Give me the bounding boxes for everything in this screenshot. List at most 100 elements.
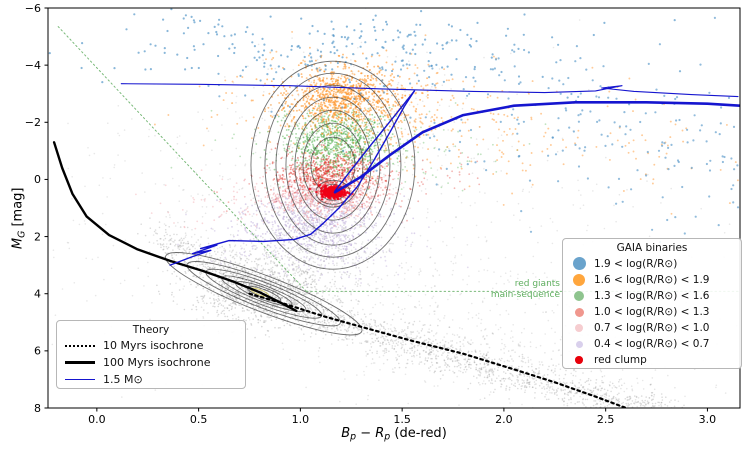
legend-gaia-binaries: GAIA binaries 1.9 < log(R/R⊙) 1.6 < log(R…: [562, 238, 742, 369]
legend-size-dot-icon: [573, 274, 585, 286]
axis-label-segment: −: [356, 426, 376, 441]
legend-theory-label: 100 Myrs isochrone: [103, 356, 211, 369]
y-axis-label: MG [mag]: [11, 173, 28, 263]
y-tick-label: −2: [25, 116, 41, 129]
axis-label-segment: R: [375, 426, 385, 441]
giant-column-contours: [302, 122, 364, 208]
legend-gaia-item-6: red clump: [563, 352, 741, 368]
legend-gaia-label: 1.3 < log(R/R⊙) < 1.6: [594, 290, 710, 302]
annotation-main-sequence: main-sequence: [490, 290, 560, 300]
scatter-bin-1p6-1p9-spread: [202, 57, 739, 206]
x-tick-label: 2.0: [495, 413, 513, 426]
scatter-bin-1p6-1p9-right: [405, 110, 737, 215]
legend-dot-wrap: [571, 257, 587, 270]
legend-gaia-item-0: 1.9 < log(R/R⊙): [563, 255, 741, 272]
legend-size-dot-icon: [572, 257, 586, 270]
axes-spines: [47, 7, 741, 409]
x-tick-label: 1.5: [393, 413, 411, 426]
line-track-clump-agb: [333, 101, 740, 194]
main-sequence-contours: [186, 261, 341, 327]
giant-column-contours: [285, 96, 381, 234]
y-tick-label: 4: [34, 288, 41, 301]
x-tick-label: 0.0: [88, 413, 106, 426]
separator-annotation: red giants main-sequence: [420, 279, 560, 301]
legend-gaia-item-5: 0.4 < log(R/R⊙) < 0.7: [563, 336, 741, 352]
axis-label-segment: p: [384, 431, 391, 443]
axis-ticks: 0.0 0.5 1.0 1.5 2.0 2.5 3.0 −6 −4 −2 0 2 4 6 8: [25, 2, 716, 426]
scatter-bin-gt-1p9-upper: [144, 10, 682, 79]
x-tick-label: 0.5: [190, 413, 208, 426]
x-tick-label: 1.0: [292, 413, 310, 426]
x-tick-label: 2.5: [597, 413, 615, 426]
giant-column-contours: [250, 60, 416, 270]
line-isochrone-100myr: [52, 141, 298, 313]
y-tick-label: 2: [34, 230, 41, 243]
legend-theory-item-2: 1.5 M⊙: [57, 371, 245, 388]
axis-label-segment: M: [10, 237, 26, 250]
scatter-upper-giant-gray: [107, 34, 549, 200]
y-tick-label: −4: [25, 59, 41, 72]
scatter-bin-1p0-1p3-core: [261, 135, 401, 209]
legend-theory-item-0: 10 Myrs isochrone: [57, 337, 245, 354]
legend-dot-wrap: [571, 274, 587, 286]
legend-line-sample-dotted: [65, 344, 95, 347]
legend-gaia-label: 0.4 < log(R/R⊙) < 0.7: [594, 338, 710, 350]
legend-line-sample-blue: [65, 379, 95, 380]
legend-gaia-items: 1.9 < log(R/R⊙) 1.6 < log(R/R⊙) < 1.9 1.3 …: [563, 255, 741, 368]
legend-size-dot-icon: [575, 340, 583, 348]
legend-gaia-label: 1.0 < log(R/R⊙) < 1.3: [594, 306, 710, 318]
giant-column-contours: [264, 72, 402, 258]
line-track-tip-to-clump: [334, 90, 416, 192]
legend-theory-item-1: 100 Myrs isochrone: [57, 354, 245, 371]
scatter-red-clump: [308, 183, 354, 201]
legend-dot-wrap: [571, 340, 587, 348]
y-tick-label: 8: [34, 402, 41, 415]
scatter-bin-gt-1p9-far-right: [598, 85, 740, 244]
scatter-bin-gt-1p9-mid: [207, 28, 632, 131]
legend-size-dot-icon: [575, 356, 583, 364]
legend-theory: Theory 10 Myrs isochrone 100 Myrs isochro…: [56, 320, 246, 389]
line-isochrone-10myr: [248, 292, 629, 408]
axis-label-segment: B: [341, 426, 351, 441]
legend-dot-wrap: [571, 290, 587, 302]
legend-line-sample-solid: [65, 361, 95, 364]
axis-label-segment: [mag]: [10, 187, 26, 231]
legend-size-dot-icon: [573, 290, 585, 302]
legend-gaia-label: 0.7 < log(R/R⊙) < 1.0: [594, 322, 710, 334]
annotation-red-giants: red giants: [514, 279, 560, 289]
legend-gaia-label: 1.6 < log(R/R⊙) < 1.9: [594, 274, 710, 286]
legend-dot-wrap: [571, 356, 587, 364]
scatter-bin-0p4-0p7-tail: [177, 198, 469, 301]
legend-gaia-title: GAIA binaries: [616, 242, 688, 254]
legend-dot-wrap: [571, 324, 587, 332]
scatter-bin-gt-1p9-top: [48, 8, 676, 100]
legend-gaia-item-4: 0.7 < log(R/R⊙) < 1.0: [563, 320, 741, 336]
y-tick-label: 0: [34, 173, 41, 186]
legend-theory-label: 10 Myrs isochrone: [103, 339, 204, 352]
legend-theory-title: Theory: [132, 324, 170, 336]
legend-gaia-label: red clump: [594, 354, 647, 366]
legend-gaia-item-1: 1.6 < log(R/R⊙) < 1.9: [563, 272, 741, 288]
legend-size-dot-icon: [575, 324, 583, 332]
line-separator-diagonal: [57, 26, 307, 292]
scatter-binary-sequence-band: [169, 216, 680, 408]
y-tick-label: 6: [34, 345, 41, 358]
legend-gaia-item-3: 1.0 < log(R/R⊙) < 1.3: [563, 304, 741, 320]
axis-label-segment: G: [16, 230, 28, 238]
line-track-blue-loop-top: [120, 83, 739, 98]
giant-column-contours: [275, 84, 391, 246]
x-tick-label: 3.0: [699, 413, 717, 426]
scatter-bin-gt-1p9-right: [281, 16, 739, 233]
main-sequence-contours: [165, 252, 363, 336]
legend-dot-wrap: [571, 307, 587, 317]
axis-label-segment: p: [350, 431, 357, 443]
legend-theory-items: 10 Myrs isochrone 100 Myrs isochrone 1.5 M…: [57, 337, 245, 388]
axis-label-segment: (de-red): [390, 426, 447, 441]
legend-size-dot-icon: [574, 307, 584, 317]
line-track-ms-rgb: [169, 90, 416, 266]
legend-gaia-item-2: 1.3 < log(R/R⊙) < 1.6: [563, 288, 741, 304]
legend-theory-label: 1.5 M⊙: [103, 373, 143, 386]
